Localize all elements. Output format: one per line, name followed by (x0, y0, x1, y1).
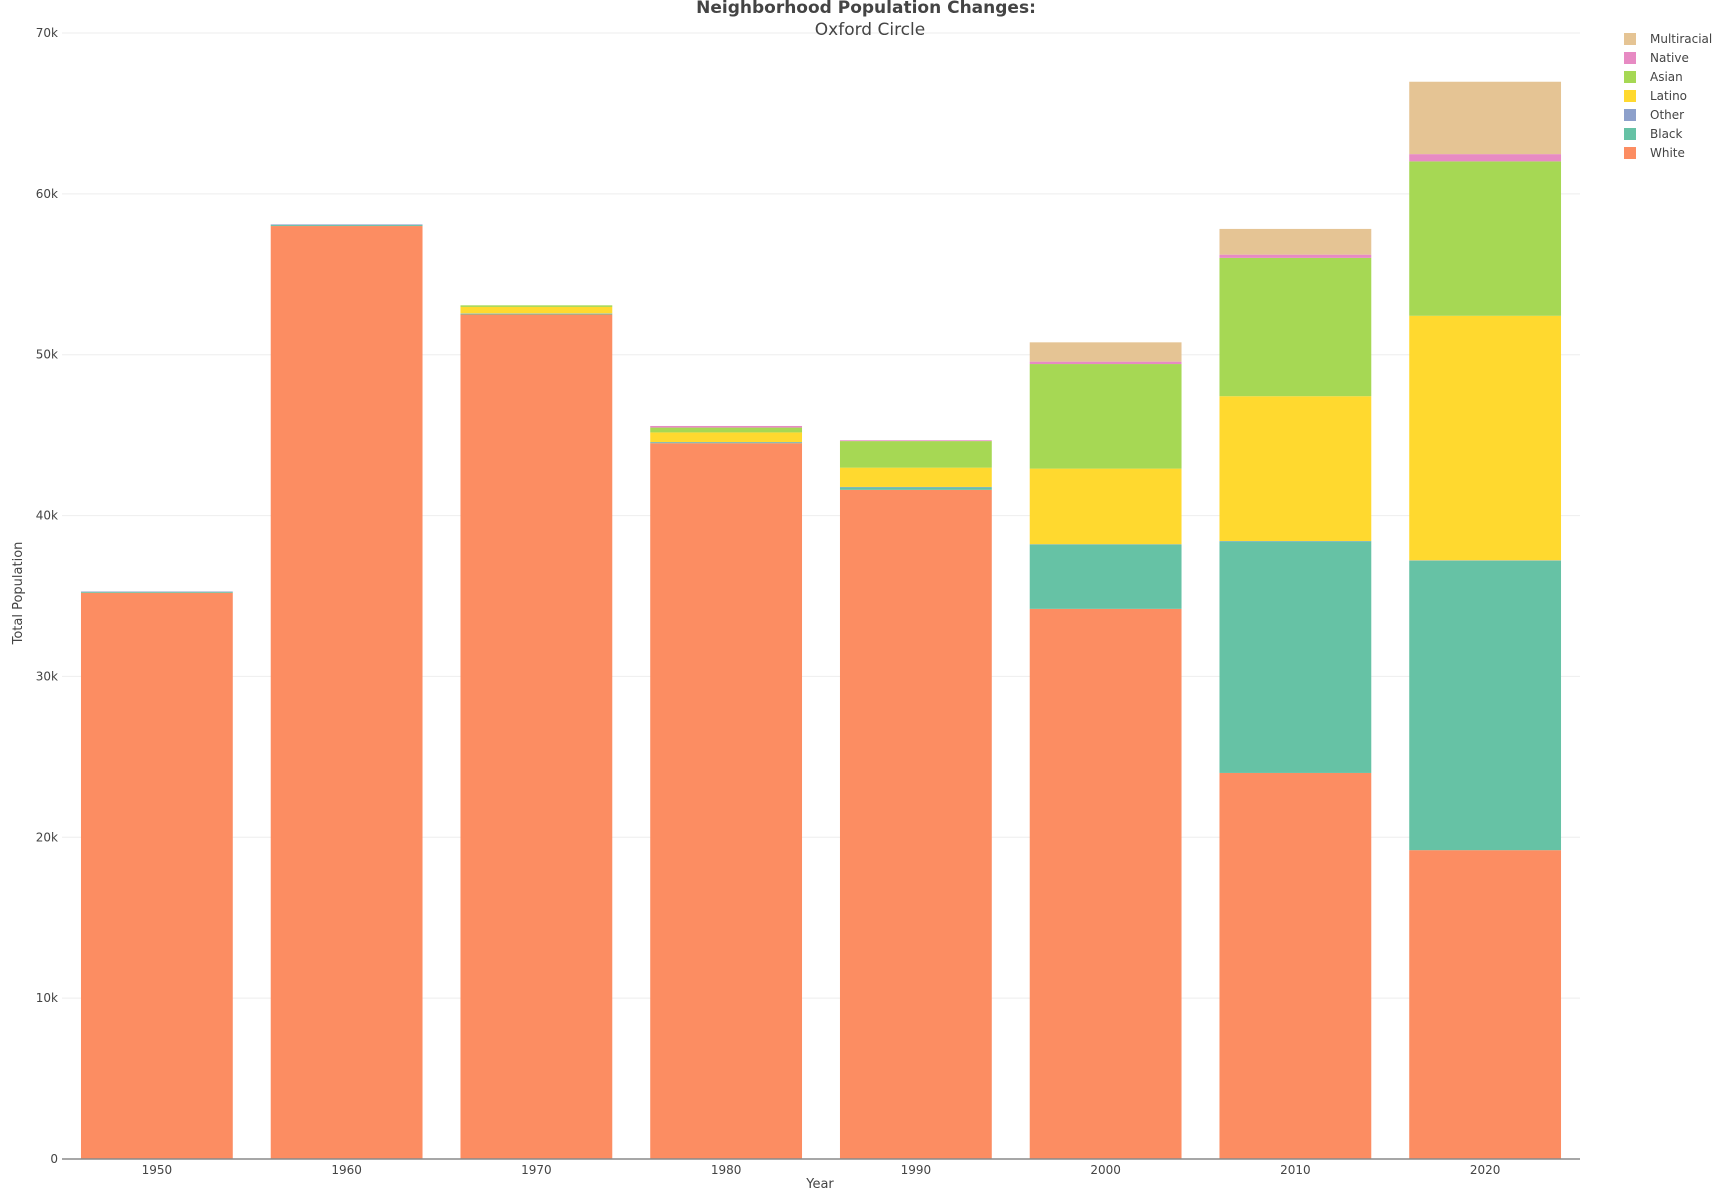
bar-segment-white-2000[interactable] (1029, 608, 1182, 1159)
bar-segment-multiracial-2010[interactable] (1219, 228, 1372, 255)
legend-label: Other (1650, 108, 1684, 122)
bar-segment-native-2000[interactable] (1029, 361, 1182, 365)
bar-segment-black-1990[interactable] (839, 487, 992, 490)
bar-segment-asian-2010[interactable] (1219, 257, 1372, 397)
y-tick-label: 40k (36, 509, 58, 523)
x-tick-labels: 1950 1960 1970 1980 1990 2000 2010 2020 (142, 1163, 1501, 1177)
y-tick-label: 10k (36, 991, 58, 1005)
bar-segment-asian-2000[interactable] (1029, 364, 1182, 469)
y-tick-label: 30k (36, 669, 58, 683)
legend-item-other[interactable]: Other (1624, 108, 1684, 122)
legend-label: Native (1650, 51, 1689, 65)
bar-segment-native-2020[interactable] (1409, 154, 1562, 162)
bar-segment-white-1980[interactable] (650, 443, 803, 1160)
bar-segment-asian-1990[interactable] (839, 441, 992, 468)
x-tick-label: 1990 (901, 1163, 932, 1177)
bar-segment-black-1950[interactable] (80, 591, 233, 593)
bar-segment-black-1970[interactable] (460, 313, 613, 315)
legend-item-white[interactable]: White (1624, 146, 1685, 160)
bar-segment-latino-2000[interactable] (1029, 468, 1182, 545)
bar-segment-multiracial-2000[interactable] (1029, 342, 1182, 362)
legend-swatch (1624, 147, 1636, 159)
bar-segment-other-1960[interactable] (270, 224, 423, 226)
legend-label: Latino (1650, 89, 1687, 103)
bar-segment-white-2020[interactable] (1409, 850, 1562, 1159)
bar-segment-asian-2020[interactable] (1409, 161, 1562, 316)
x-tick-label: 1950 (142, 1163, 173, 1177)
legend-swatch (1624, 71, 1636, 83)
x-tick-label: 1980 (711, 1163, 742, 1177)
legend-swatch (1624, 90, 1636, 102)
legend-label: Black (1650, 127, 1683, 141)
legend-label: White (1650, 146, 1685, 160)
bar-segment-white-1950[interactable] (80, 592, 233, 1159)
x-tick-label: 2010 (1280, 1163, 1311, 1177)
y-tick-label: 50k (36, 348, 58, 362)
bars (80, 81, 1562, 1160)
bar-segment-white-1990[interactable] (839, 489, 992, 1159)
bar-segment-latino-2020[interactable] (1409, 315, 1562, 561)
x-axis-title: Year (805, 1177, 834, 1192)
bar-segment-native-1990[interactable] (839, 440, 992, 442)
bar-segment-native-2010[interactable] (1219, 254, 1372, 258)
y-tick-label: 0 (50, 1152, 58, 1166)
chart-subtitle: Oxford Circle (815, 20, 925, 40)
bar-segment-multiracial-2020[interactable] (1409, 81, 1562, 155)
bar-segment-asian-1980[interactable] (650, 427, 803, 433)
legend[interactable]: Multiracial Native Asian Latino Other Black Wh… (1624, 32, 1712, 160)
y-axis-title: Total Population (11, 542, 26, 646)
bar-segment-black-1980[interactable] (650, 442, 803, 444)
legend-label: Multiracial (1650, 32, 1712, 46)
x-tick-label: 1960 (331, 1163, 362, 1177)
legend-swatch (1624, 52, 1636, 64)
bar-segment-latino-1970[interactable] (460, 306, 613, 314)
legend-swatch (1624, 33, 1636, 45)
y-tick-label: 70k (36, 26, 58, 40)
bar-segment-black-2000[interactable] (1029, 544, 1182, 609)
legend-item-latino[interactable]: Latino (1624, 89, 1687, 103)
legend-item-native[interactable]: Native (1624, 51, 1689, 65)
bar-segment-black-1960[interactable] (270, 225, 423, 227)
bar-segment-latino-1990[interactable] (839, 467, 992, 487)
chart-title: Neighborhood Population Changes: (696, 0, 1036, 18)
x-tick-label: 2000 (1090, 1163, 1121, 1177)
bar-segment-white-1970[interactable] (460, 314, 613, 1160)
bar-segment-black-2020[interactable] (1409, 560, 1562, 851)
legend-item-multiracial[interactable]: Multiracial (1624, 32, 1712, 46)
x-tick-label: 1970 (521, 1163, 552, 1177)
y-tick-label: 20k (36, 830, 58, 844)
legend-swatch (1624, 128, 1636, 140)
y-tick-label: 60k (36, 187, 58, 201)
bar-segment-black-2010[interactable] (1219, 541, 1372, 773)
legend-item-asian[interactable]: Asian (1624, 70, 1683, 84)
legend-label: Asian (1650, 70, 1683, 84)
bar-segment-latino-2010[interactable] (1219, 396, 1372, 541)
bar-segment-asian-1970[interactable] (460, 305, 613, 307)
legend-item-black[interactable]: Black (1624, 127, 1683, 141)
bar-segment-white-2010[interactable] (1219, 772, 1372, 1159)
bar-segment-native-1980[interactable] (650, 425, 803, 428)
bar-segment-white-1960[interactable] (270, 226, 423, 1159)
x-tick-label: 2020 (1470, 1163, 1501, 1177)
bar-segment-latino-1980[interactable] (650, 432, 803, 443)
y-tick-labels: 0 10k 20k 30k 40k 50k 60k 70k (36, 26, 58, 1166)
legend-swatch (1624, 109, 1636, 121)
